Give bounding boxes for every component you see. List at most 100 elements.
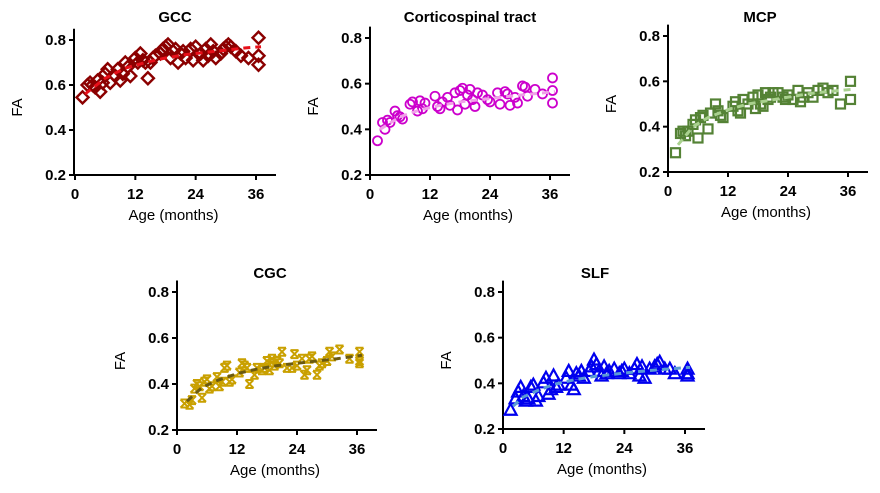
y-tick-label: 0.8	[341, 30, 362, 47]
data-point	[264, 365, 275, 376]
y-tick-label: 0.6	[45, 77, 66, 94]
data-point	[192, 45, 209, 62]
y-axis-label: FA	[438, 351, 455, 369]
data-point	[282, 362, 292, 373]
x-tick-label: 12	[555, 440, 572, 457]
data-point	[185, 52, 201, 68]
data-point	[274, 358, 285, 369]
x-axis-label: Age (months)	[423, 207, 513, 224]
data-point	[202, 374, 212, 385]
y-axis-label: FA	[603, 95, 620, 113]
data-point	[469, 101, 481, 112]
data-point	[200, 48, 216, 64]
y-axis-label: FA	[9, 98, 26, 116]
data-point	[547, 97, 558, 109]
x-tick-label: 12	[127, 186, 144, 203]
data-point	[177, 50, 194, 66]
data-point	[140, 70, 156, 86]
data-point	[227, 374, 237, 385]
data-points	[179, 344, 365, 410]
data-point	[354, 356, 365, 366]
x-tick-label: 0	[173, 441, 181, 458]
y-axis-label: FA	[305, 97, 322, 115]
data-point	[74, 89, 91, 106]
data-point	[454, 85, 466, 96]
x-axis-label: Age (months)	[721, 204, 811, 221]
x-tick-label: 36	[542, 186, 559, 203]
data-point	[312, 369, 322, 380]
data-point	[354, 346, 365, 357]
data-point	[834, 98, 847, 110]
fit-line	[379, 90, 556, 131]
data-point	[244, 379, 255, 389]
data-point	[207, 381, 217, 392]
data-point	[669, 147, 682, 159]
x-tick-label: 0	[499, 440, 507, 457]
data-point	[697, 109, 709, 121]
y-tick-label: 0.2	[639, 164, 660, 181]
data-point	[175, 43, 191, 59]
data-point	[404, 98, 416, 110]
data-point	[344, 353, 355, 364]
data-point	[384, 117, 396, 128]
data-point	[317, 358, 327, 369]
y-tick-label: 0.2	[474, 421, 495, 438]
data-point	[512, 97, 523, 109]
y-tick-label: 0.8	[45, 32, 66, 49]
data-point	[457, 82, 468, 94]
x-axis-label: Age (months)	[230, 462, 320, 479]
y-tick-label: 0.8	[148, 284, 169, 301]
data-points	[669, 75, 857, 159]
data-point	[297, 353, 307, 364]
fit-line	[512, 365, 691, 408]
data-point	[132, 45, 149, 62]
data-point	[547, 85, 558, 96]
x-tick-label: 36	[248, 186, 265, 203]
y-tick-label: 0.2	[148, 422, 169, 439]
data-point	[583, 358, 600, 373]
y-tick-label: 0.6	[341, 76, 362, 93]
data-point	[262, 356, 272, 366]
x-tick-label: 36	[840, 183, 857, 200]
y-axis-label: FA	[112, 352, 129, 370]
chart-mcp: MCP 0.2 0.4 0.6 0.8 0 12 24 36 Age (months) FA	[603, 9, 868, 221]
data-point	[222, 360, 232, 371]
y-tick-label: 0.4	[639, 119, 661, 136]
fit-line	[84, 45, 262, 96]
data-point	[560, 362, 577, 378]
data-point	[517, 392, 534, 407]
data-point	[242, 362, 252, 373]
data-point	[452, 104, 463, 116]
y-tick-label: 0.2	[341, 167, 362, 184]
data-point	[692, 132, 704, 144]
chart-title: Corticospinal tract	[404, 9, 537, 26]
data-point	[407, 96, 418, 108]
data-point	[195, 52, 211, 68]
data-point	[217, 376, 227, 387]
data-point	[212, 372, 222, 383]
data-point	[250, 30, 267, 46]
data-point	[558, 369, 575, 384]
data-point	[734, 107, 747, 119]
data-point	[547, 72, 558, 84]
data-points	[372, 72, 558, 147]
x-tick-label: 24	[482, 186, 499, 203]
data-point	[289, 349, 300, 360]
data-point	[449, 87, 461, 99]
data-point	[502, 401, 519, 416]
data-point	[717, 111, 729, 124]
y-tick-label: 0.6	[148, 330, 169, 347]
data-point	[499, 86, 511, 98]
y-tick-label: 0.4	[474, 375, 496, 392]
data-point	[709, 98, 722, 110]
x-tick-label: 0	[366, 186, 374, 203]
y-tick-label: 0.8	[474, 284, 495, 301]
chart-title: MCP	[743, 9, 776, 26]
data-point	[844, 75, 857, 87]
data-point	[198, 41, 214, 57]
y-tick-label: 0.2	[45, 167, 66, 184]
x-tick-label: 12	[422, 186, 439, 203]
data-point	[287, 362, 297, 373]
data-point	[208, 50, 224, 66]
